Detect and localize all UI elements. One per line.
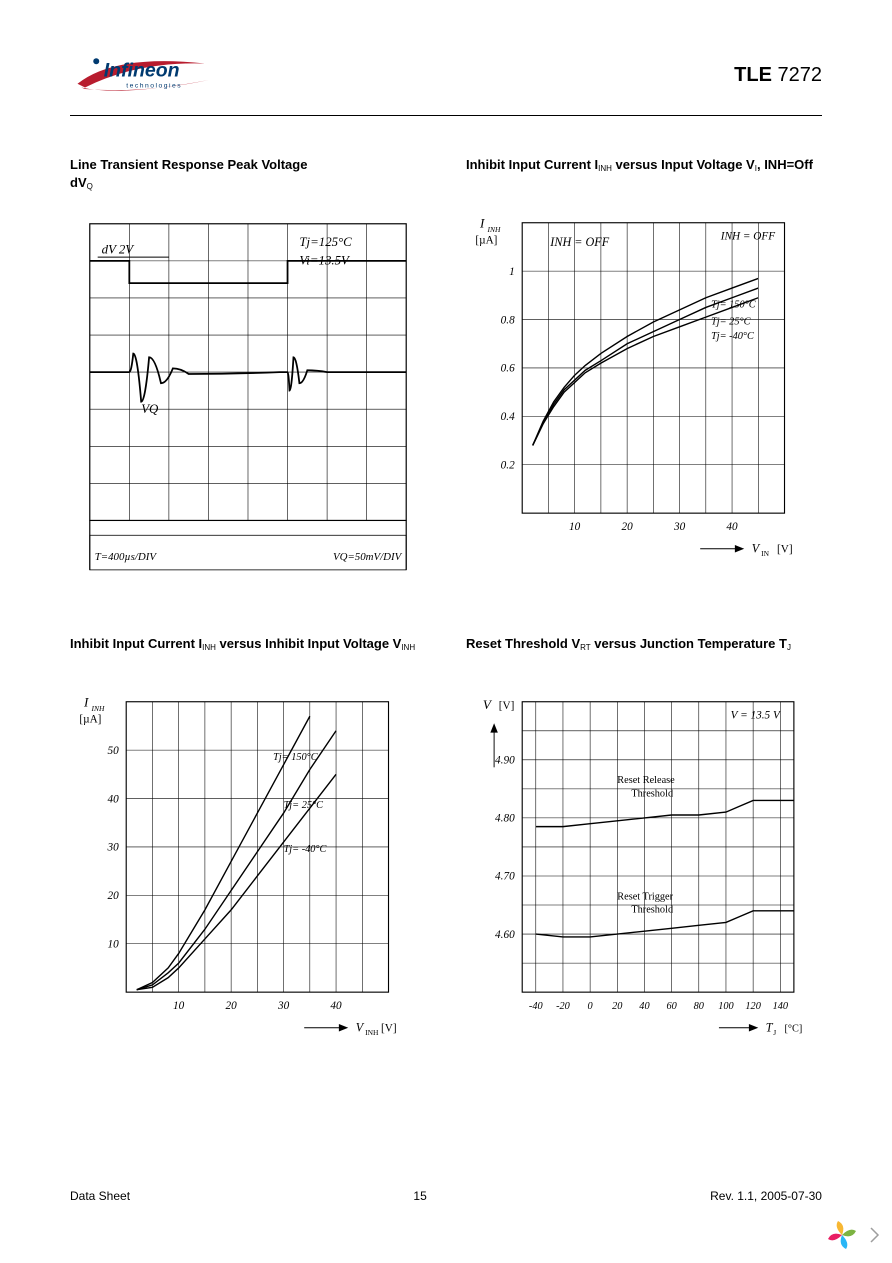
svg-text:4.70: 4.70 [495, 871, 515, 883]
chart2-panel: Inhibit Input Current IINH versus Input … [466, 156, 822, 585]
svg-text:Reset Release: Reset Release [617, 775, 675, 786]
chart4-panel: Reset Threshold VRT versus Junction Temp… [466, 635, 822, 1063]
product-bold: TLE [734, 64, 772, 86]
product-title: TLE 7272 [734, 64, 822, 87]
svg-text:Tj=125°C: Tj=125°C [299, 235, 352, 249]
chart2-svg: 10 20 30 40 0.2 0.4 0.6 0.8 1 IINH[µA] VIN [V] INH =… [466, 204, 822, 579]
chart4-box: -40 -20 0 20 40 60 80 100 120 140 4.60 4.70 4.80 4.90… [466, 683, 822, 1063]
svg-text:Threshold: Threshold [631, 788, 674, 799]
svg-text:[V]: [V] [499, 700, 515, 712]
svg-text:I: I [479, 215, 485, 230]
svg-text:20: 20 [107, 890, 119, 902]
svg-text:-20: -20 [556, 1001, 571, 1012]
svg-text:[°C]: [°C] [785, 1023, 803, 1034]
svg-text:140: 140 [773, 1001, 789, 1012]
svg-text:J: J [773, 1028, 776, 1037]
chart3-panel: Inhibit Input Current IINH versus Inhibi… [70, 635, 426, 1063]
chart1-svg: dV 2V Tj=125°C Vi=13.5V VQ T=400µs/DIV VQ=50m… [70, 204, 426, 580]
svg-text:V: V [483, 697, 493, 712]
svg-text:[µA]: [µA] [79, 713, 101, 725]
chart3-svg: 102030401020304050IINH[µA]VINH[V]Tj= 150… [70, 683, 426, 1058]
flower-icon [824, 1217, 860, 1253]
svg-text:IN: IN [761, 549, 769, 558]
svg-text:Threshold: Threshold [631, 904, 674, 915]
product-light: 7272 [772, 64, 822, 86]
svg-text:10: 10 [173, 1000, 185, 1012]
svg-text:-40: -40 [529, 1001, 544, 1012]
svg-text:20: 20 [612, 1001, 623, 1012]
svg-text:Tj= -40°C: Tj= -40°C [711, 331, 754, 342]
chart4-svg: -40 -20 0 20 40 60 80 100 120 140 4.60 4.70 4.80 4.90… [466, 683, 822, 1058]
chevron-right-icon[interactable] [868, 1225, 882, 1245]
svg-text:INH = OFF: INH = OFF [720, 231, 776, 243]
svg-text:INH: INH [365, 1028, 379, 1037]
chart1-title: Line Transient Response Peak Voltage dVQ [70, 156, 426, 194]
svg-text:V: V [752, 541, 761, 555]
svg-text:30: 30 [673, 521, 686, 533]
svg-text:T=400µs/DIV: T=400µs/DIV [95, 551, 158, 563]
svg-text:80: 80 [694, 1001, 705, 1012]
svg-text:20: 20 [622, 521, 634, 533]
svg-text:Tj= 150°C: Tj= 150°C [273, 752, 318, 763]
footer-right: Rev. 1.1, 2005-07-30 [710, 1189, 822, 1203]
svg-text:100: 100 [718, 1001, 734, 1012]
svg-text:30: 30 [277, 1000, 290, 1012]
chart3-title: Inhibit Input Current IINH versus Inhibi… [70, 635, 426, 673]
svg-text:4.90: 4.90 [495, 754, 515, 766]
svg-text:10: 10 [569, 521, 581, 533]
chart3-box: 102030401020304050IINH[µA]VINH[V]Tj= 150… [70, 683, 426, 1063]
svg-text:4.60: 4.60 [495, 929, 515, 941]
svg-text:40: 40 [107, 793, 119, 805]
svg-text:40: 40 [330, 1000, 342, 1012]
svg-text:Vi=13.5V: Vi=13.5V [299, 254, 351, 268]
svg-text:30: 30 [106, 841, 119, 853]
footer-center: 15 [413, 1189, 426, 1203]
svg-text:Tj= 25°C: Tj= 25°C [711, 316, 751, 327]
svg-text:0: 0 [588, 1001, 594, 1012]
svg-text:0.8: 0.8 [501, 314, 515, 326]
svg-text:INH: INH [91, 704, 105, 713]
svg-text:1: 1 [509, 266, 515, 278]
charts-grid: Line Transient Response Peak Voltage dVQ… [70, 156, 822, 1063]
svg-text:4.80: 4.80 [495, 812, 515, 824]
chart2-box: 10 20 30 40 0.2 0.4 0.6 0.8 1 IINH[µA] VIN [V] INH =… [466, 204, 822, 584]
svg-text:[V]: [V] [381, 1022, 397, 1034]
svg-text:INH: INH [487, 225, 501, 234]
svg-text:Tj= -40°C: Tj= -40°C [284, 844, 327, 855]
svg-text:10: 10 [107, 938, 119, 950]
chart1-box: dV 2V Tj=125°C Vi=13.5V VQ T=400µs/DIV VQ=50m… [70, 204, 426, 585]
corner-widget[interactable] [824, 1217, 882, 1253]
svg-text:[µA]: [µA] [475, 234, 497, 246]
chart1-panel: Line Transient Response Peak Voltage dVQ… [70, 156, 426, 585]
svg-text:V = 13.5 V: V = 13.5 V [731, 709, 781, 721]
svg-text:60: 60 [666, 1001, 677, 1012]
svg-text:VQ: VQ [141, 402, 159, 416]
svg-text:0.6: 0.6 [501, 363, 515, 375]
footer-left: Data Sheet [70, 1189, 130, 1203]
svg-text:V: V [356, 1020, 365, 1034]
svg-text:40: 40 [726, 521, 738, 533]
page-header: Infineon technologies TLE 7272 [70, 50, 822, 116]
svg-text:technologies: technologies [126, 83, 182, 90]
chart4-title: Reset Threshold VRT versus Junction Temp… [466, 635, 822, 673]
svg-text:0.4: 0.4 [501, 411, 515, 423]
svg-text:Tj= 25°C: Tj= 25°C [284, 800, 324, 811]
svg-text:I: I [83, 694, 89, 709]
svg-text:0.2: 0.2 [501, 459, 515, 471]
svg-text:120: 120 [745, 1001, 761, 1012]
svg-text:VQ=50mV/DIV: VQ=50mV/DIV [333, 551, 403, 563]
infineon-logo: Infineon technologies [70, 50, 220, 100]
svg-text:Infineon: Infineon [104, 59, 180, 81]
svg-text:[V]: [V] [777, 543, 793, 555]
chart2-title: Inhibit Input Current IINH versus Input … [466, 156, 822, 194]
svg-text:dV 2V: dV 2V [102, 242, 136, 256]
svg-text:INH = OFF: INH = OFF [549, 235, 609, 249]
page-footer: Data Sheet 15 Rev. 1.1, 2005-07-30 [70, 1189, 822, 1203]
svg-text:40: 40 [639, 1001, 650, 1012]
svg-text:50: 50 [107, 745, 119, 757]
svg-text:20: 20 [226, 1000, 238, 1012]
svg-text:Reset Trigger: Reset Trigger [617, 891, 673, 902]
